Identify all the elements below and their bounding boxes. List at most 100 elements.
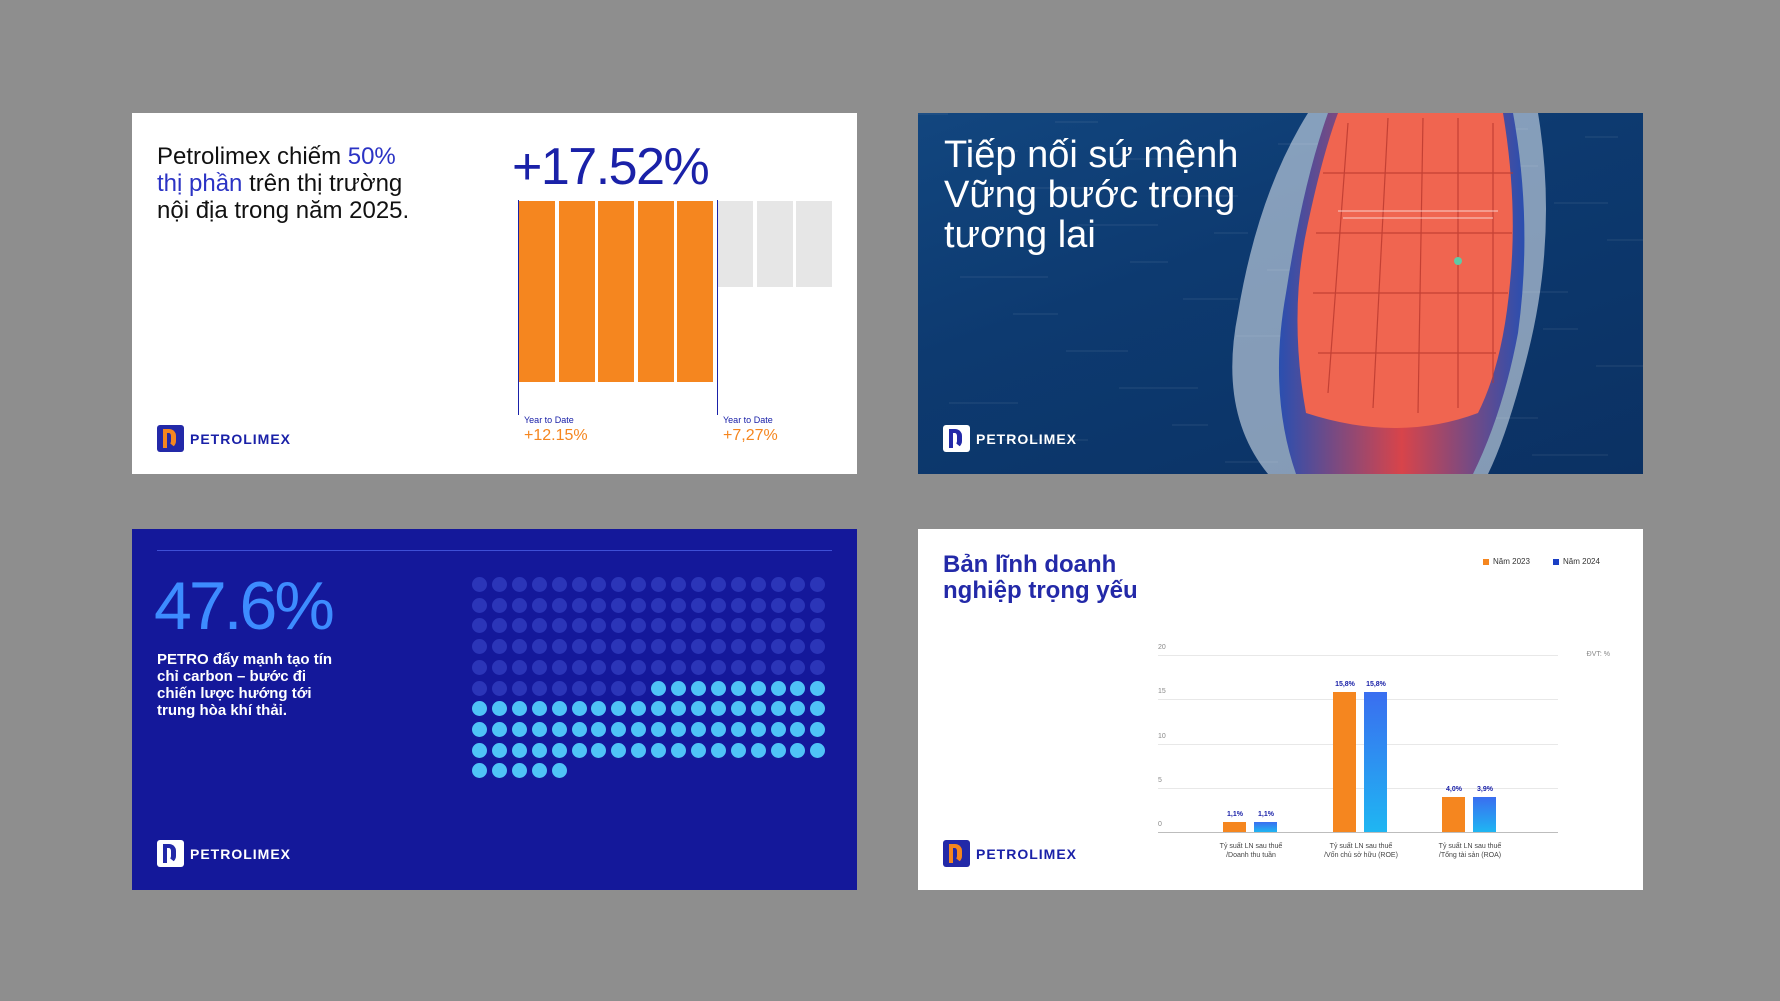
performance-chart-card: Bản lĩnh doanh nghiệp trọng yếu Năm 2023… — [918, 529, 1643, 890]
wave-ripple — [1013, 313, 1058, 315]
dot-dark — [472, 597, 487, 613]
wave-ripple — [960, 276, 1048, 278]
dot-light — [531, 763, 547, 779]
y-tick-label: 20 — [1158, 644, 1166, 651]
y-tick-label: 0 — [1158, 821, 1162, 828]
dot-dark — [472, 639, 487, 655]
wave-ripple — [949, 402, 1018, 404]
dot-light — [491, 742, 507, 758]
dot-dark — [730, 597, 746, 613]
legend-label-2023: Năm 2023 — [1493, 557, 1530, 566]
dot-light — [531, 701, 547, 717]
dot-dark — [631, 618, 647, 634]
dot-light — [710, 721, 726, 737]
dot-light — [710, 680, 726, 696]
market-share-card: Petrolimex chiếm 50% thị phần trên thị t… — [132, 113, 857, 474]
bar-value-label: 4,0% — [1446, 785, 1462, 793]
wave-ripple — [1543, 328, 1578, 330]
dot-light — [690, 701, 706, 717]
dot-dark — [770, 659, 786, 675]
dot-dark — [671, 639, 686, 655]
petrolimex-logo: PETROLIMEX — [157, 425, 291, 452]
dot-light — [631, 701, 647, 717]
dot-light — [810, 721, 826, 737]
dot-dark — [571, 680, 587, 696]
wave-ripple — [1161, 195, 1238, 197]
dot-light — [472, 763, 487, 779]
dot-dark — [730, 618, 746, 634]
wave-ripple — [1607, 239, 1643, 241]
progress-bar-empty — [796, 201, 833, 287]
wave-ripple — [1596, 365, 1643, 367]
tanker-ship-image — [1232, 113, 1546, 474]
dot-light — [730, 742, 746, 758]
dot-light — [790, 701, 806, 717]
dot-light — [591, 721, 607, 737]
dot-dark — [750, 577, 766, 592]
legend-swatch-2023 — [1483, 558, 1489, 565]
dot-light — [671, 701, 686, 717]
dot-dark — [631, 597, 647, 613]
dot-dark — [790, 639, 806, 655]
dot-dark — [790, 618, 806, 634]
dot-light — [551, 701, 567, 717]
petrolimex-logo-icon — [943, 840, 970, 867]
dot-dark — [750, 618, 766, 634]
dot-dark — [591, 577, 607, 592]
bar-value-label: 1,1% — [1258, 811, 1274, 819]
dot-light — [472, 701, 487, 717]
dot-light — [671, 742, 686, 758]
dot-dark — [531, 639, 547, 655]
dot-light — [491, 763, 507, 779]
wave-ripple — [1532, 454, 1608, 456]
carbon-stat: 47.6% — [154, 568, 335, 644]
y-tick-label: 5 — [1158, 776, 1162, 784]
dot-dark — [591, 597, 607, 613]
dot-dark — [511, 577, 527, 592]
x-category-label: Tỷ suất LN sau thuế/Vốn chủ sở hữu (ROE) — [1311, 842, 1411, 860]
gridline — [1158, 787, 1558, 789]
dot-dark — [690, 597, 706, 613]
dot-light — [730, 721, 746, 737]
dot-dark — [511, 639, 527, 655]
dot-dark — [491, 597, 507, 613]
x-category-label-line: /Tổng tài sản (ROA) — [1438, 852, 1502, 859]
x-category-label: Tỷ suất LN sau thuế/Doanh thu tuần — [1201, 842, 1301, 860]
dot-dark — [651, 597, 667, 613]
dot-dark — [750, 597, 766, 613]
headline-text-end: trên thị trường nội địa trong năm 2025. — [157, 170, 410, 224]
dot-dark — [511, 618, 527, 634]
dot-dark — [770, 577, 786, 592]
dot-dark — [551, 597, 567, 613]
x-category-label: Tỷ suất LN sau thuế/Tổng tài sản (ROA) — [1420, 842, 1520, 860]
dot-light — [750, 680, 766, 696]
dot-light — [810, 742, 826, 758]
dot-light — [472, 742, 487, 758]
dot-dark — [671, 618, 686, 634]
headline-text: Petrolimex chiếm — [157, 143, 348, 170]
dot-dark — [710, 597, 726, 613]
dot-light — [651, 680, 667, 696]
dot-light — [511, 721, 527, 737]
dot-dark — [790, 577, 806, 592]
bar-value-label: 15,8% — [1335, 681, 1355, 689]
ytd-value-1: +12.15% — [524, 427, 588, 444]
dot-light — [730, 701, 746, 717]
bar-value-label: 1,1% — [1227, 811, 1243, 819]
bar-value-label: 3,9% — [1477, 786, 1493, 794]
wave-ripple — [971, 150, 1018, 152]
dot-light — [651, 742, 667, 758]
dot-light — [690, 721, 706, 737]
dot-light — [531, 721, 547, 737]
wave-ripple — [1172, 424, 1208, 426]
dot-dark — [730, 639, 746, 655]
dot-light — [810, 701, 826, 717]
ytd-divider-1 — [518, 200, 519, 415]
dot-dark — [591, 680, 607, 696]
dot-dark — [810, 618, 826, 634]
dot-light — [730, 680, 746, 696]
dot-light — [750, 701, 766, 717]
dot-dark — [531, 680, 547, 696]
x-category-label-line: /Vốn chủ sở hữu (ROE) — [1324, 852, 1398, 859]
dot-light — [531, 742, 547, 758]
